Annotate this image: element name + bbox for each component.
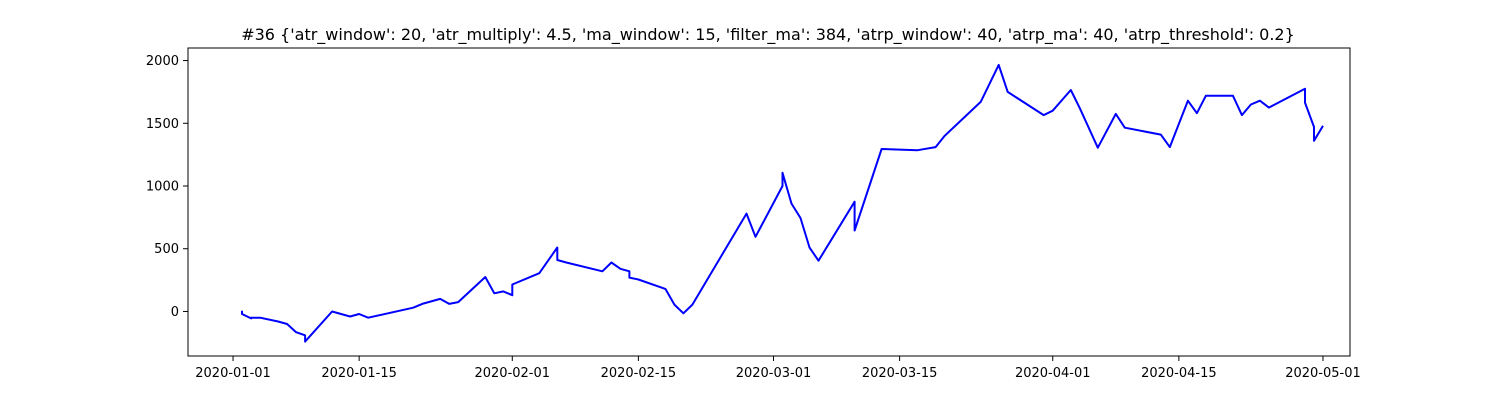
x-tick-label: 2020-02-01: [474, 366, 550, 381]
chart-title: #36 {'atr_window': 20, 'atr_multiply': 4…: [241, 25, 1295, 45]
y-tick-label: 1500: [146, 117, 179, 132]
y-tick-label: 2000: [146, 54, 179, 69]
y-tick-label: 1000: [146, 180, 179, 195]
x-tick-label: 2020-03-01: [736, 366, 812, 381]
x-tick-label: 2020-02-15: [601, 366, 677, 381]
x-tick-label: 2020-04-01: [1015, 366, 1091, 381]
y-tick-label: 0: [171, 305, 179, 320]
plot-area: [241, 63, 1324, 343]
x-tick-label: 2020-03-15: [862, 366, 938, 381]
y-axis: 0 500 1000 1500 2000: [146, 54, 188, 320]
x-tick-label: 2020-05-01: [1285, 366, 1361, 381]
x-axis: 2020-01-01 2020-01-15 2020-02-01 2020-02-15…: [195, 356, 1361, 381]
x-tick-label: 2020-04-15: [1141, 366, 1217, 381]
series-line-0: [241, 63, 1324, 343]
x-tick-label: 2020-01-01: [195, 366, 271, 381]
y-tick-label: 500: [154, 242, 179, 257]
plot-frame: [187, 47, 1351, 357]
x-tick-label: 2020-01-15: [321, 366, 397, 381]
